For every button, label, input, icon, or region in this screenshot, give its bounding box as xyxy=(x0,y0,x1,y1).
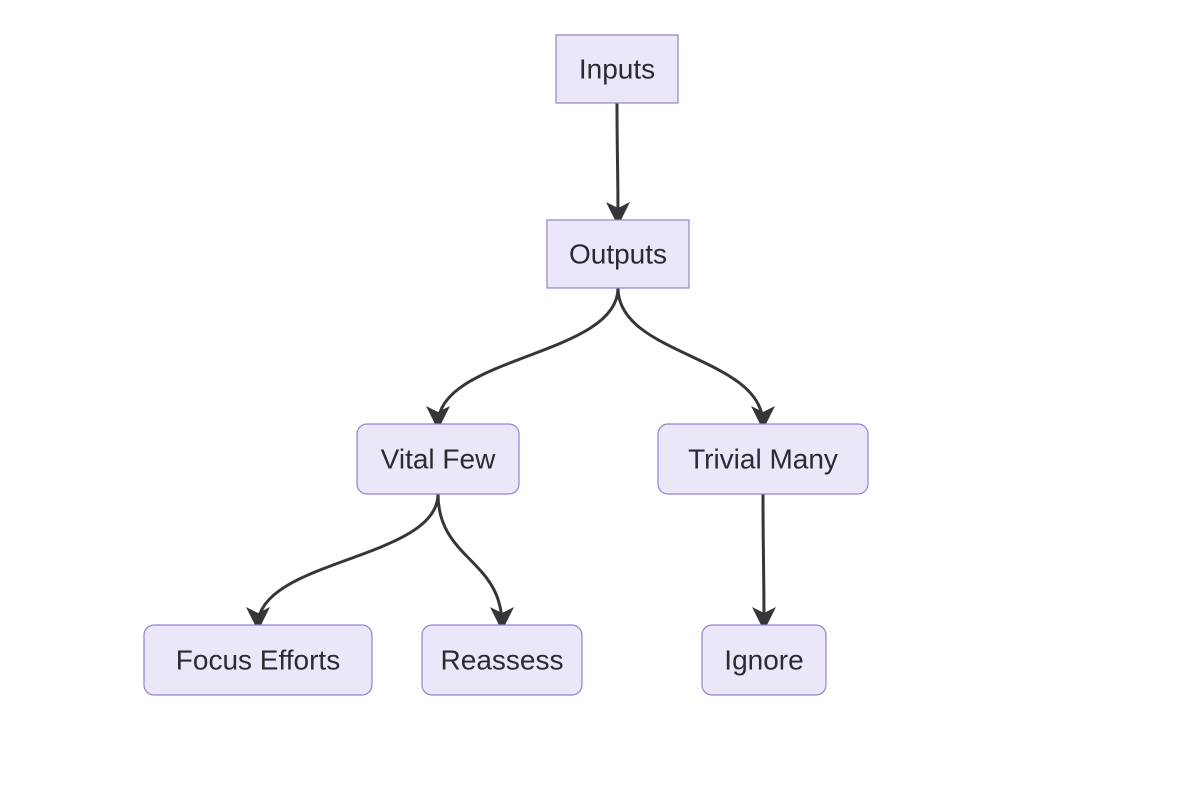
edge-outputs-to-trivialmany xyxy=(618,288,763,424)
node-reassess: Reassess xyxy=(422,625,582,695)
edge-trivialmany-to-ignore xyxy=(763,494,764,625)
flowchart-canvas: Inputs Outputs Vital Few Trivial Many Focus … xyxy=(0,0,1200,789)
node-outputs: Outputs xyxy=(547,220,689,288)
edge-vitalfew-to-reassess xyxy=(438,494,502,625)
node-outputs-label: Outputs xyxy=(569,238,667,269)
node-vitalfew-label: Vital Few xyxy=(381,443,496,474)
edge-vitalfew-to-focusefforts xyxy=(258,494,438,625)
node-ignore-label: Ignore xyxy=(724,644,803,675)
edge-inputs-to-outputs xyxy=(617,103,618,220)
node-ignore: Ignore xyxy=(702,625,826,695)
node-trivialmany-label: Trivial Many xyxy=(688,443,838,474)
node-inputs: Inputs xyxy=(556,35,678,103)
node-trivialmany: Trivial Many xyxy=(658,424,868,494)
node-vitalfew: Vital Few xyxy=(357,424,519,494)
node-focusefforts-label: Focus Efforts xyxy=(176,644,340,675)
node-reassess-label: Reassess xyxy=(441,644,564,675)
edges-layer xyxy=(258,103,764,625)
node-focusefforts: Focus Efforts xyxy=(144,625,372,695)
edge-outputs-to-vitalfew xyxy=(438,288,618,424)
node-inputs-label: Inputs xyxy=(579,53,655,84)
